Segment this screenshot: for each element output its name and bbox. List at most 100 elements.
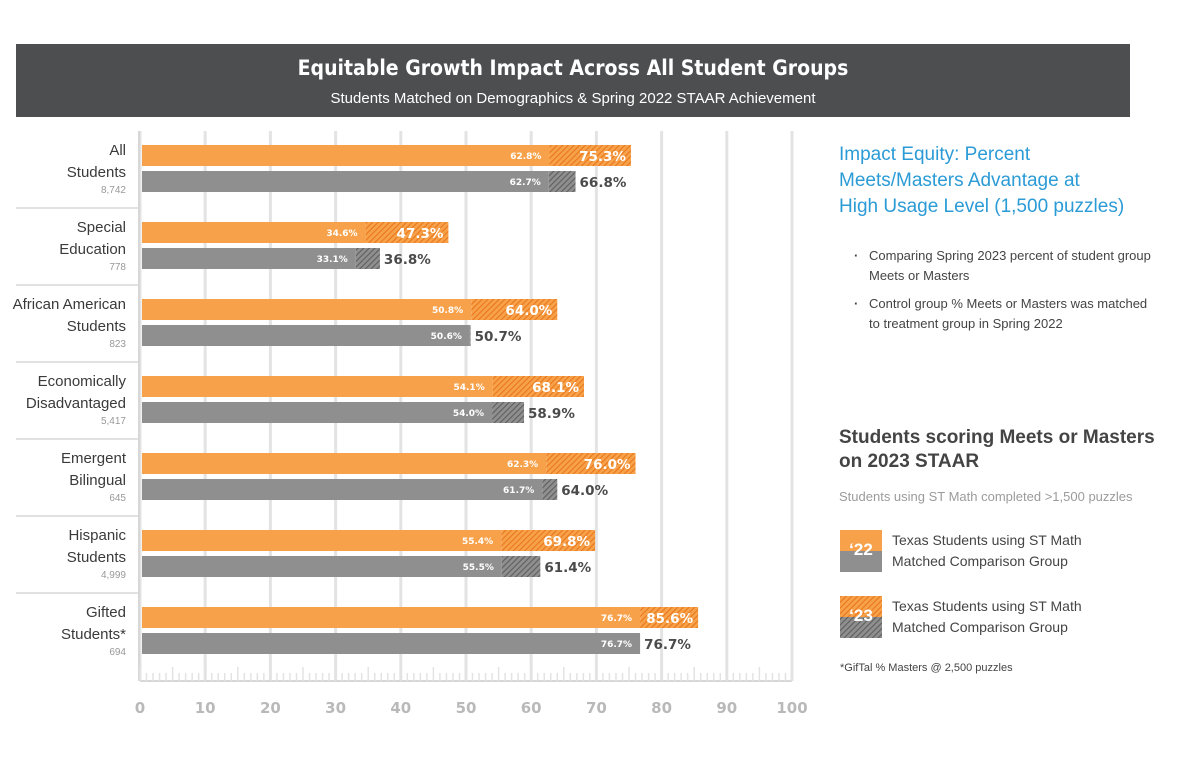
category-label: Bilingual xyxy=(69,472,126,489)
x-tick-label: 70 xyxy=(586,699,607,717)
treatment-label-2023: 69.8% xyxy=(543,534,590,550)
legend-label-2023: Texas Students using ST Math Matched Com… xyxy=(892,596,1082,638)
treatment-bar-2023-gain xyxy=(492,376,585,397)
category-count: 823 xyxy=(109,339,126,350)
chart-subtitle: Students Matched on Demographics & Sprin… xyxy=(330,90,816,107)
legend-line: Texas Students using ST Math xyxy=(892,598,1082,614)
comparison-label-2023: 36.8% xyxy=(384,252,431,268)
legend-swatch-2022: ‘22 xyxy=(840,530,882,572)
legend-swatch-2023: ‘23 xyxy=(840,596,882,638)
category-label: Students xyxy=(67,318,126,335)
comparison-label-2023: 66.8% xyxy=(580,175,627,191)
treatment-bar-2022 xyxy=(142,453,547,474)
treatment-bar-2023-gain xyxy=(471,299,558,320)
comparison-label-2022: 76.7% xyxy=(601,640,632,650)
treatment-label-2023: 64.0% xyxy=(505,303,552,319)
impact-bullets: Comparing Spring 2023 percent of student… xyxy=(852,246,1152,342)
legend-title-line: Students scoring Meets or Masters xyxy=(839,427,1155,448)
treatment-label-2022: 34.6% xyxy=(326,229,357,239)
bar-chart: All Students 8,742 Special Education 778 Afric… xyxy=(13,131,808,717)
category-count: 5,417 xyxy=(101,416,126,427)
category-label: Students xyxy=(67,164,126,181)
x-tick-label: 10 xyxy=(195,699,216,717)
treatment-label-2023: 75.3% xyxy=(579,149,626,165)
comparison-bar-2022 xyxy=(142,325,470,346)
x-tick-label: 80 xyxy=(651,699,672,717)
chart-bars: 62.8% 75.3% 62.7% 66.8% 34.6% 47.3% 33.1% 36.8%… xyxy=(142,145,699,654)
legend-year-label: ‘23 xyxy=(849,606,873,625)
treatment-label-2022: 76.7% xyxy=(601,614,632,624)
category-label: Disadvantaged xyxy=(26,395,126,412)
treatment-label-2022: 62.3% xyxy=(507,460,538,470)
treatment-bar-2022 xyxy=(142,299,472,320)
chart-rows: All Students 8,742 Special Education 778 Afric… xyxy=(13,142,139,658)
comparison-label-2023: 64.0% xyxy=(561,483,608,499)
comparison-bar-2022 xyxy=(142,633,641,654)
category-label: Students xyxy=(67,549,126,566)
category-label: Emergent xyxy=(61,450,127,467)
treatment-bar-2023-gain xyxy=(640,607,699,628)
legend-line: Matched Comparison Group xyxy=(892,619,1068,635)
legend-line: Matched Comparison Group xyxy=(892,553,1068,569)
impact-title-line: High Usage Level (1,500 puzzles) xyxy=(839,196,1125,217)
comparison-label-2023: 58.9% xyxy=(528,406,575,422)
treatment-label-2023: 68.1% xyxy=(532,380,579,396)
category-label: All xyxy=(109,142,126,159)
impact-title-line: Impact Equity: Percent xyxy=(839,144,1031,165)
x-tick-label: 30 xyxy=(325,699,346,717)
category-label: African American xyxy=(13,296,126,313)
x-axis: 0 10 20 30 40 50 60 70 80 90 100 xyxy=(135,667,808,717)
impact-equity-title: Impact Equity: Percent Meets/Masters Adv… xyxy=(839,142,1159,220)
x-tick-label: 60 xyxy=(521,699,542,717)
treatment-bar-2022 xyxy=(142,607,641,628)
comparison-bar-2023-gain xyxy=(492,402,525,423)
x-tick-label: 50 xyxy=(456,699,477,717)
category-count: 4,999 xyxy=(101,570,126,581)
comparison-bar-2023-gain xyxy=(355,248,380,269)
comparison-bar-2022 xyxy=(142,479,543,500)
treatment-label-2022: 62.8% xyxy=(510,152,541,162)
bullet-item: Control group % Meets or Masters was mat… xyxy=(852,294,1152,334)
legend-label-2022: Texas Students using ST Math Matched Com… xyxy=(892,530,1082,572)
comparison-bar-2022 xyxy=(142,171,549,192)
comparison-label-2022: 62.7% xyxy=(510,178,541,188)
treatment-label-2023: 47.3% xyxy=(397,226,444,242)
category-label: Gifted xyxy=(86,604,126,621)
x-tick-label: 90 xyxy=(716,699,737,717)
comparison-bar-2022 xyxy=(142,402,493,423)
comparison-bar-2023-gain xyxy=(501,556,541,577)
treatment-bar-2022 xyxy=(142,376,493,397)
legend-year-label: ‘22 xyxy=(849,540,873,559)
category-label: Education xyxy=(59,241,126,258)
comparison-label-2022: 55.5% xyxy=(463,563,494,573)
chart-title: Equitable Growth Impact Across All Stude… xyxy=(297,56,849,80)
treatment-bar-2022 xyxy=(142,145,550,166)
comparison-label-2023: 61.4% xyxy=(544,560,591,576)
category-count: 778 xyxy=(109,262,126,273)
comparison-label-2022: 61.7% xyxy=(503,486,534,496)
treatment-bar-2023-gain xyxy=(546,453,636,474)
legend-title-line: on 2023 STAAR xyxy=(839,451,980,472)
treatment-bar-2023-gain xyxy=(549,145,631,166)
category-count: 645 xyxy=(109,493,126,504)
comparison-bar-2023-gain xyxy=(548,171,576,192)
legend-title: Students scoring Meets or Masters on 202… xyxy=(839,426,1159,474)
x-tick-label: 0 xyxy=(135,699,145,717)
category-count: 8,742 xyxy=(101,185,126,196)
category-label: Hispanic xyxy=(68,527,126,544)
x-tick-label: 20 xyxy=(260,699,281,717)
comparison-label-2023: 50.7% xyxy=(475,329,522,345)
treatment-bar-2022 xyxy=(142,530,502,551)
legend-line: Texas Students using ST Math xyxy=(892,532,1082,548)
x-tick-label: 40 xyxy=(390,699,411,717)
comparison-label-2023: 76.7% xyxy=(644,637,691,653)
category-label: Students* xyxy=(61,626,126,643)
legend-subtitle: Students using ST Math completed >1,500 … xyxy=(839,489,1133,504)
comparison-bar-2022 xyxy=(142,248,356,269)
footnote: *GifTal % Masters @ 2,500 puzzles xyxy=(840,662,1013,674)
comparison-bar-2022 xyxy=(142,556,502,577)
comparison-label-2022: 50.6% xyxy=(431,332,462,342)
chart-header: Equitable Growth Impact Across All Stude… xyxy=(16,44,1130,117)
treatment-bar-2023-gain xyxy=(501,530,596,551)
x-tick-label: 100 xyxy=(776,699,807,717)
